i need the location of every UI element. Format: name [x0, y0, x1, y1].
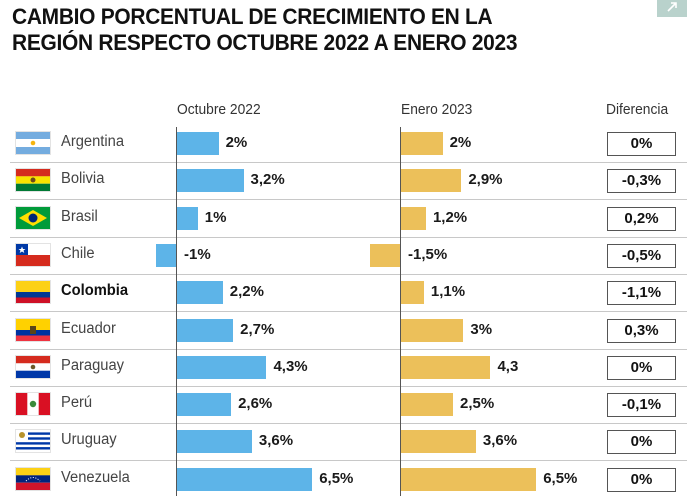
difference-value: 0% [607, 430, 676, 455]
january-bar [401, 393, 453, 417]
difference-value: -1,1% [607, 281, 676, 306]
january-value-label: 6,5% [543, 469, 578, 487]
january-value-label: 2,9% [468, 171, 503, 189]
table-row: Argentina 2% 2% 0% [0, 125, 687, 163]
table-row: Perú 2,6% 2,5% -0,1% [0, 386, 687, 425]
country-name: Perú [61, 394, 93, 412]
expand-button[interactable] [657, 0, 687, 17]
venezuela-flag [16, 467, 50, 490]
january-bar [401, 169, 462, 193]
october-bar [177, 355, 267, 379]
chart-title-line-1: CAMBIO PORCENTUAL DE CRECIMIENTO EN LA [12, 4, 493, 29]
country-name: Brasil [61, 207, 98, 225]
row-divider [10, 311, 687, 313]
row-divider [10, 423, 687, 425]
header-difference: Diferencia [606, 101, 669, 118]
row-divider [10, 460, 687, 462]
arrow-up-right-icon [667, 2, 677, 12]
difference-value: -0,5% [607, 243, 676, 268]
chart-title: CAMBIO PORCENTUAL DE CRECIMIENTO EN LA R… [12, 4, 518, 56]
january-bar [401, 132, 443, 155]
october-bar [177, 281, 223, 305]
january-bar [401, 206, 426, 230]
row-divider [10, 199, 687, 201]
uruguay-flag [16, 430, 50, 453]
colombia-flag [16, 281, 50, 304]
october-bar [177, 393, 232, 417]
difference-value: -0,3% [607, 169, 676, 194]
october-value-label: 2,2% [229, 283, 264, 301]
country-name: Ecuador [61, 319, 116, 337]
row-divider [10, 162, 687, 163]
october-value-label: 2,7% [240, 320, 275, 338]
october-value-label: 1% [204, 208, 227, 226]
difference-value: -0,1% [607, 393, 676, 418]
january-value-label: 1,1% [430, 283, 466, 301]
paraguay-flag [16, 355, 50, 378]
peru-flag [16, 393, 50, 416]
country-name: Uruguay [61, 431, 117, 449]
october-value-label: 6,5% [319, 469, 354, 487]
country-name: Colombia [61, 282, 129, 300]
october-bar [177, 318, 234, 342]
table-row: Bolivia 3,2% 2,9% -0,3% [0, 162, 687, 201]
row-divider [10, 273, 687, 275]
country-name: Bolivia [61, 170, 105, 188]
table-row: Venezuela 6,5% 6,5% 0% [0, 461, 687, 498]
chile-flag [16, 243, 50, 266]
january-value-label: 3% [470, 320, 493, 338]
january-bar [401, 318, 464, 342]
bolivia-flag [16, 169, 50, 192]
difference-value: 0% [607, 355, 676, 380]
october-value-label: 3,6% [258, 432, 294, 450]
country-name: Paraguay [61, 356, 125, 374]
october-value-label: 2% [225, 134, 248, 151]
row-divider [10, 236, 687, 238]
table-row: Colombia 2,2% 1,1% -1,1% [0, 274, 687, 313]
country-name: Argentina [61, 133, 125, 150]
difference-value: 0% [607, 132, 676, 156]
october-bar [177, 430, 252, 454]
january-value-label: 2,5% [460, 395, 495, 413]
row-divider [10, 385, 687, 387]
january-bar [401, 355, 491, 379]
table-row: Paraguay 4,3% 4,3 0% [0, 349, 687, 387]
ecuador-flag [16, 318, 50, 341]
header-october-2022: Octubre 2022 [177, 101, 261, 118]
january-bar [401, 430, 476, 454]
table-row: Chile -1% -1,5% -0,5% [0, 237, 687, 275]
october-value-label: 3,2% [250, 171, 285, 189]
table-row: Ecuador 2,7% 3% 0,3% [0, 312, 687, 350]
country-name: Chile [61, 244, 95, 262]
january-bar [401, 467, 537, 491]
october-value-label: 2,6% [238, 395, 273, 413]
difference-value: 0,2% [607, 206, 676, 231]
difference-value: 0,3% [607, 318, 676, 343]
october-value-label: 4,3% [273, 357, 308, 375]
table-row: Brasil 1% 1,2% 0,2% [0, 200, 687, 238]
argentina-flag [16, 132, 50, 154]
row-divider [10, 348, 687, 350]
october-bar [156, 243, 177, 267]
brazil-flag [16, 206, 50, 229]
january-value-label: 2% [449, 134, 472, 151]
october-bar [177, 206, 198, 230]
october-bar [177, 467, 313, 491]
table-row: Uruguay 3,6% 3,6% 0% [0, 423, 687, 462]
country-name: Venezuela [61, 468, 130, 486]
chart-title-line-2: REGIÓN RESPECTO OCTUBRE 2022 A ENERO 202… [12, 30, 518, 55]
october-value-label: -1% [184, 245, 211, 263]
january-value-label: 1,2% [432, 208, 468, 226]
header-january-2023: Enero 2023 [401, 101, 473, 118]
october-bar [177, 169, 244, 193]
january-zero-axis [400, 127, 401, 496]
january-bar [401, 281, 424, 305]
difference-value: 0% [607, 467, 676, 492]
january-bar [369, 243, 401, 267]
october-bar [177, 132, 219, 155]
january-value-label: -1,5% [408, 245, 448, 263]
january-value-label: 4,3 [497, 357, 519, 375]
january-value-label: 3,6% [482, 432, 518, 450]
october-zero-axis [176, 127, 177, 496]
